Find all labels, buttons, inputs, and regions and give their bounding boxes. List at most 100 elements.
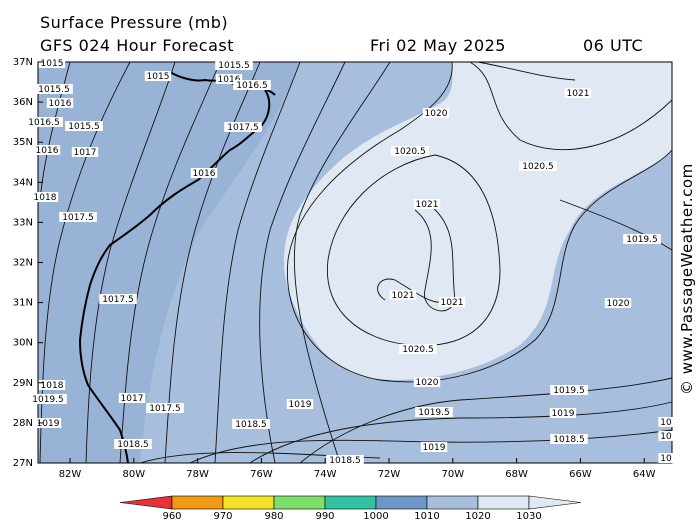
colorbar-segment	[324, 495, 377, 510]
latitude-label: 33N	[13, 217, 33, 228]
latitude-label: 32N	[13, 258, 33, 269]
isobar-label: 10	[660, 432, 672, 442]
longitude-label: 78W	[186, 469, 209, 480]
isobar-label: 1016.5	[236, 81, 268, 91]
contour-label-bg	[215, 74, 243, 84]
isobar-label: 1020.5	[522, 162, 554, 172]
contour-label-bg	[623, 234, 661, 244]
isobar-label: 1018	[41, 381, 64, 391]
isobar-label: 1018.5	[235, 420, 267, 430]
contour-label-bg	[224, 122, 262, 132]
latitude-label: 37N	[13, 57, 33, 68]
colorbar-min-arrow	[119, 495, 173, 510]
colorbar-value: 1030	[516, 511, 541, 522]
contour-label-bg	[604, 298, 632, 308]
isobar-label: 1015.5	[218, 61, 250, 71]
contour-label-bg	[71, 147, 99, 157]
contour-label-bg	[144, 71, 172, 81]
watermark: © www.PassageWeather.com	[678, 163, 696, 395]
colorbar-segment	[222, 495, 275, 510]
isobar-label: 1017.5	[149, 404, 181, 414]
isobar-label: 1017	[121, 394, 144, 404]
forecast-subtitle: GFS 024 Hour Forecast	[40, 36, 235, 55]
isobar-label: 1018	[34, 193, 57, 203]
contour-label-bg	[399, 344, 437, 354]
longitude-label: 72W	[378, 469, 401, 480]
longitude-label: 74W	[314, 469, 337, 480]
contour-label-bg	[33, 145, 61, 155]
isobar-label: 1020	[416, 378, 439, 388]
longitude-label: 66W	[569, 469, 592, 480]
contour-label-bg	[413, 199, 441, 209]
contour-label-bg	[564, 88, 592, 98]
isobar-label: 1020.5	[402, 345, 434, 355]
contour-label-bg	[99, 294, 137, 304]
contour-label-bg	[35, 84, 73, 94]
colorbar-segment	[426, 495, 479, 510]
longitude-label: 68W	[505, 469, 528, 480]
contour-label-bg	[658, 453, 674, 463]
isobar-label: 1020	[607, 299, 630, 309]
isobar-label: 1019.5	[32, 395, 64, 405]
isobar-label: 1017	[74, 148, 97, 158]
contour-label-bg	[658, 417, 674, 427]
latitude-label: 27N	[13, 458, 33, 469]
colorbar-value: 1020	[465, 511, 490, 522]
forecast-time: 06 UTC	[583, 36, 644, 55]
contour-label-bg	[38, 58, 66, 68]
isobar-label: 1017.5	[227, 123, 259, 133]
contour-label-bg	[34, 418, 62, 428]
latitude-label: 31N	[13, 298, 33, 309]
contour-label-bg	[29, 394, 67, 404]
contour-label-bg	[658, 431, 674, 441]
contour-label-bg	[46, 98, 74, 108]
colorbar-segment	[477, 495, 530, 510]
isobar-label: 1020	[425, 109, 448, 119]
isobar-label: 1021	[416, 200, 439, 210]
contour-label-bg	[215, 60, 253, 70]
isobar-label: 1019.5	[626, 235, 658, 245]
isobar-label: 1021	[567, 89, 590, 99]
contour-label-bg	[65, 121, 103, 131]
isobar-label: 1018.5	[329, 456, 361, 466]
latitude-label: 30N	[13, 338, 33, 349]
contour-label-bg	[114, 439, 152, 449]
contour-label-bg	[25, 117, 63, 127]
contour-label-bg	[286, 399, 314, 409]
latitude-label: 36N	[13, 97, 33, 108]
contour-label-bg	[389, 290, 417, 300]
contour-label-bg	[550, 434, 588, 444]
latitude-label: 28N	[13, 418, 33, 429]
isobar-label: 1019	[552, 409, 575, 419]
latitude-label: 34N	[13, 177, 33, 188]
isobar-label: 1017.5	[102, 295, 134, 305]
colorbar-segment	[171, 495, 224, 510]
isobar-label: 1015	[147, 72, 170, 82]
colorbar-segment	[273, 495, 326, 510]
contour-label-bg	[146, 403, 184, 413]
contour-label-bg	[519, 161, 557, 171]
contour-label-bg	[549, 408, 577, 418]
isobar-label: 1017.5	[62, 213, 94, 223]
pressure-colorbar: 960 970 980 990 1000 1010 1020 1030	[119, 495, 582, 522]
isobar-label: 1016.5	[28, 118, 60, 128]
colorbar-value: 980	[264, 511, 283, 522]
colorbar-segment	[375, 495, 428, 510]
longitude-label: 64W	[633, 469, 656, 480]
colorbar-value: 990	[315, 511, 334, 522]
isobar-label: 1019	[289, 400, 312, 410]
colorbar-max-arrow	[528, 495, 582, 510]
isobar-label: 1018.5	[553, 435, 585, 445]
longitude-label: 80W	[122, 469, 145, 480]
colorbar-value: 960	[162, 511, 181, 522]
latitude-label: 29N	[13, 378, 33, 389]
isobar-label: 1019.5	[418, 408, 450, 418]
contour-label-bg	[31, 192, 59, 202]
isobar-label: 1016	[218, 75, 241, 85]
longitude-label: 70W	[441, 469, 464, 480]
contour-label-bg	[422, 108, 450, 118]
contour-label-bg	[232, 419, 270, 429]
isobar-label: 1021	[392, 291, 415, 301]
contour-label-bg	[550, 385, 588, 395]
